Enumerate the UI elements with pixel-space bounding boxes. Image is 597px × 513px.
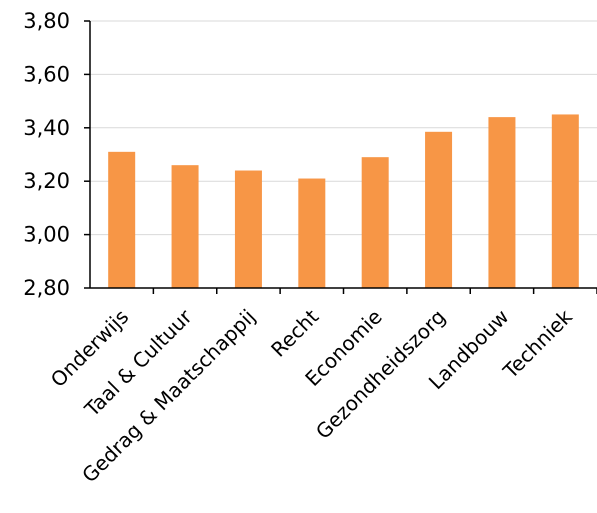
- x-category-label: Taal & Cultuur: [79, 304, 197, 422]
- bar-gedrag-maatschappij: [234, 170, 262, 288]
- bar-taal-cultuur: [171, 165, 199, 288]
- x-category-label: Techniek: [498, 304, 577, 383]
- y-tick-labels: 2,80 3,00 3,20 3,40 3,60 3,80: [23, 9, 90, 300]
- bar-landbouw: [488, 117, 516, 289]
- y-tick-label: 3,60: [23, 62, 70, 86]
- bar-techniek: [551, 114, 579, 288]
- axes: [89, 21, 597, 289]
- y-tick-label: 2,80: [23, 276, 70, 300]
- y-tick-label: 3,00: [23, 223, 70, 247]
- x-category-label: Recht: [266, 304, 323, 361]
- bar-gezondheidszorg: [425, 131, 453, 288]
- bar-economie: [361, 157, 389, 288]
- y-tick-label: 3,80: [23, 9, 70, 33]
- bar-recht: [298, 178, 326, 288]
- y-tick-label: 3,40: [23, 116, 70, 140]
- bars: [108, 114, 579, 289]
- y-tick-label: 3,20: [23, 169, 70, 193]
- gridlines: [90, 20, 597, 236]
- bar-onderwijs: [108, 151, 136, 288]
